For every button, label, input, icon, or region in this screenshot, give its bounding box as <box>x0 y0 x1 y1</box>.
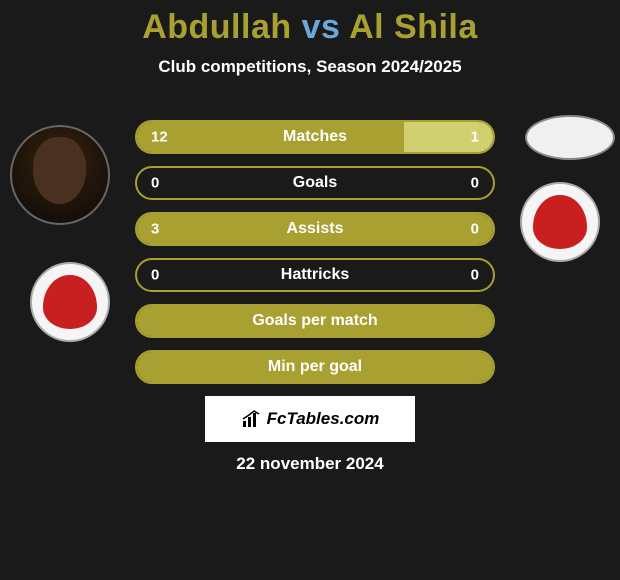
stat-value-left: 3 <box>151 221 159 238</box>
snapshot-date: 22 november 2024 <box>236 454 383 474</box>
stat-value-right: 0 <box>471 175 479 192</box>
stat-bar: Hattricks 0 0 <box>135 258 495 292</box>
stat-value-left: 12 <box>151 129 168 146</box>
stat-label: Goals <box>293 174 337 192</box>
comparison-title: Abdullah vs Al Shila <box>0 0 620 47</box>
player1-face-placeholder <box>33 137 86 204</box>
brand-name: FcTables.com <box>267 409 380 429</box>
stat-value-left: 0 <box>151 175 159 192</box>
stat-value-left: 0 <box>151 267 159 284</box>
stat-bars-container: Matches121Goals00Assists30Hattricks00Goa… <box>135 120 495 396</box>
stat-bar: Matches 12 1 <box>135 120 495 154</box>
player2-photo <box>525 115 615 160</box>
player1-name: Abdullah <box>142 8 291 46</box>
bar-segment-left <box>137 122 404 152</box>
season-subtitle: Club competitions, Season 2024/2025 <box>0 57 620 77</box>
chart-icon <box>241 409 261 429</box>
stat-label: Assists <box>287 220 344 238</box>
vs-text: vs <box>302 8 341 46</box>
brand-footer: FcTables.com <box>205 396 415 442</box>
player2-name: Al Shila <box>349 8 478 46</box>
player2-club-logo <box>520 182 600 262</box>
stat-label: Matches <box>283 128 347 146</box>
stat-value-right: 0 <box>471 221 479 238</box>
stat-bar: Goals per match <box>135 304 495 338</box>
club-crest-left <box>43 275 96 328</box>
bar-segment-right <box>404 122 493 152</box>
stat-value-right: 1 <box>471 129 479 146</box>
stat-label: Goals per match <box>252 312 377 330</box>
stat-bar: Goals 0 0 <box>135 166 495 200</box>
stat-label: Min per goal <box>268 358 362 376</box>
stat-bar: Min per goal <box>135 350 495 384</box>
player1-photo <box>10 125 110 225</box>
player1-club-logo <box>30 262 110 342</box>
stat-label: Hattricks <box>281 266 349 284</box>
stat-value-right: 0 <box>471 267 479 284</box>
stat-bar: Assists 3 0 <box>135 212 495 246</box>
club-crest-right <box>533 195 586 248</box>
